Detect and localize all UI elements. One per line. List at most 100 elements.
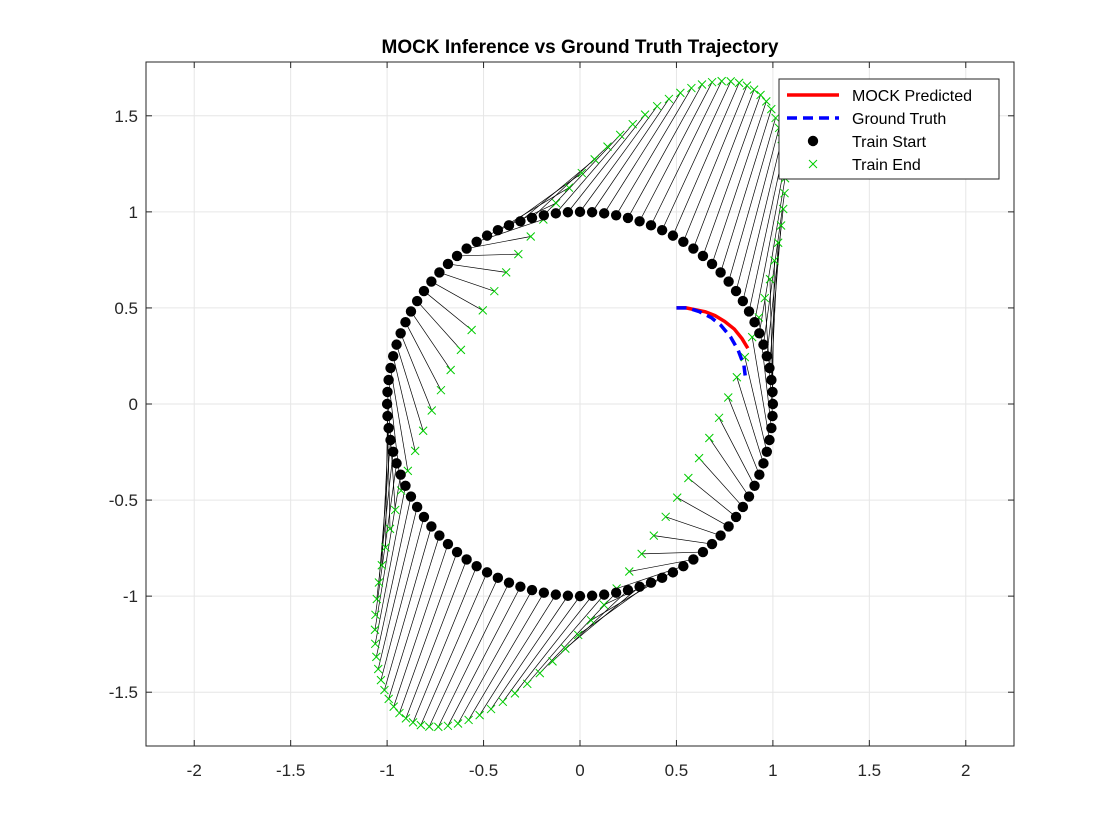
train-end-marker-stroke [501, 268, 511, 277]
legend-swatch-stroke [808, 159, 818, 169]
train-end-marker [780, 188, 789, 198]
legend-swatch-train-start [807, 135, 819, 147]
train-end-marker [486, 704, 496, 714]
train-start-marker [383, 374, 394, 386]
train-start-marker [461, 243, 472, 254]
train-start-marker [749, 316, 760, 328]
train-start-marker [562, 207, 574, 218]
connector-segment [527, 594, 605, 685]
train-start-marker [471, 561, 482, 572]
train-start-marker [766, 374, 777, 386]
connector-segment [744, 357, 768, 452]
legend-label: Ground Truth [852, 111, 946, 128]
y-tick-label: -1.5 [109, 683, 138, 702]
connector-segment [384, 526, 432, 691]
train-end-marker-stroke [664, 94, 674, 104]
train-end-marker [478, 306, 488, 315]
train-end-marker-stroke [726, 77, 736, 86]
train-start-marker [610, 210, 622, 221]
train-start-marker [737, 295, 749, 307]
train-end-marker [697, 80, 707, 89]
train-end-marker [408, 718, 418, 727]
connector-segment [405, 559, 467, 719]
train-start-marker [743, 306, 755, 317]
train-start-marker [538, 587, 550, 598]
train-end-marker-stroke [778, 204, 788, 214]
train-start-marker [706, 258, 718, 270]
train-end-marker-stroke [564, 183, 574, 193]
connector-segment [420, 572, 488, 726]
train-end-marker-stroke [486, 704, 496, 714]
train-end-marker-stroke [510, 689, 520, 698]
train-end-marker [723, 393, 733, 402]
train-end-marker-stroke [526, 232, 536, 241]
train-start-marker [574, 206, 586, 218]
train-end-marker-stroke [522, 679, 532, 689]
train-end-marker [652, 101, 662, 111]
y-tick-label: -0.5 [109, 491, 138, 510]
train-start-marker [442, 538, 454, 550]
connector-segment [555, 123, 633, 214]
train-end-marker [418, 426, 428, 436]
connector-segment [677, 497, 729, 527]
train-end-marker [649, 531, 659, 540]
connector-segment [709, 437, 750, 497]
train-end-marker-stroke [380, 685, 389, 695]
connector-segment [539, 592, 617, 674]
train-start-marker [451, 250, 463, 262]
train-start-marker [586, 207, 598, 218]
train-end-marker [776, 221, 786, 230]
train-end-marker-stroke [573, 630, 583, 640]
train-end-marker [372, 594, 382, 604]
train-end-marker-stroke [376, 675, 386, 685]
train-start-marker [538, 210, 550, 221]
train-end-marker-stroke [489, 286, 499, 296]
train-start-marker [758, 458, 769, 469]
connector-segment [693, 89, 755, 249]
train-end-marker [770, 256, 779, 266]
connector-segment [405, 322, 442, 391]
train-start-marker [678, 561, 689, 572]
train-end-marker [676, 88, 685, 98]
train-end-marker-stroke [749, 85, 759, 95]
train-start-marker [411, 295, 423, 307]
train-end-marker [498, 697, 508, 707]
train-start-marker [405, 306, 417, 317]
train-start-marker [418, 285, 430, 297]
train-end-marker [773, 238, 783, 248]
train-end-marker [475, 710, 484, 720]
connector-segment [490, 595, 569, 710]
train-end-marker [371, 652, 381, 662]
train-end-marker [522, 679, 532, 689]
connector-segment [754, 164, 786, 323]
train-end-marker-stroke [624, 567, 634, 576]
connector-segment [423, 290, 472, 331]
train-end-marker [726, 77, 736, 86]
train-end-marker-stroke [418, 426, 428, 436]
connector-segment [711, 101, 767, 265]
connector-segment [615, 87, 692, 216]
train-end-marker-stroke [389, 702, 399, 711]
train-end-marker-stroke [590, 155, 600, 164]
train-end-marker-stroke [599, 600, 609, 610]
connector-segment [698, 457, 744, 508]
connector-segment [514, 595, 593, 694]
train-end-marker [395, 708, 404, 718]
mock-predicted-line [676, 306, 750, 350]
train-start-marker [758, 339, 769, 350]
train-end-marker [615, 130, 625, 140]
train-end-marker-stroke [577, 168, 587, 178]
train-start-marker [481, 230, 493, 241]
train-start-marker [767, 386, 778, 398]
train-end-marker [694, 453, 704, 463]
train-start-marker [426, 276, 437, 287]
train-end-marker [453, 719, 463, 728]
train-end-marker-stroke [371, 652, 381, 662]
x-tick-label: -2 [187, 761, 202, 780]
train-start-marker [656, 224, 668, 236]
train-end-marker [661, 512, 671, 522]
train-start-marker [730, 511, 742, 523]
legend-label: Train Start [852, 134, 927, 151]
train-end-marker-stroke [723, 393, 733, 402]
train-end-marker-stroke [478, 306, 488, 315]
